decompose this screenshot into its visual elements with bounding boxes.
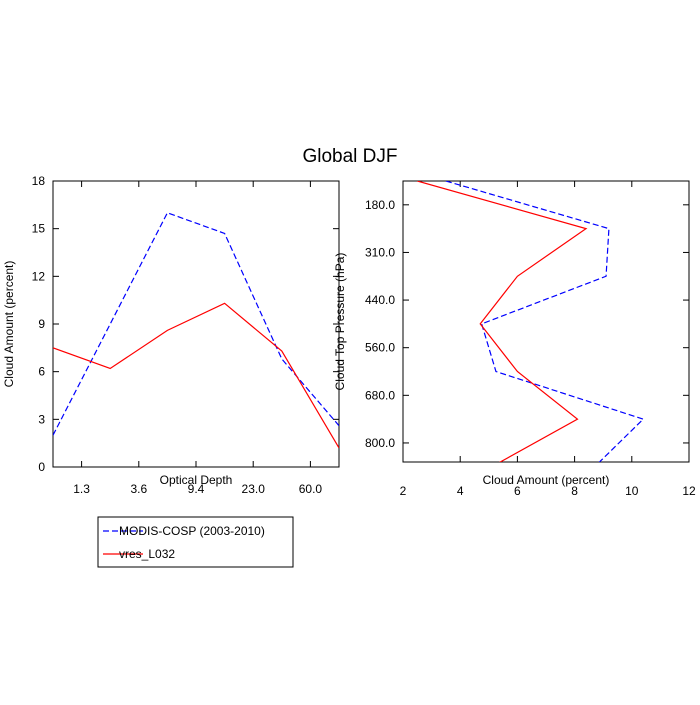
chart-title: Global DJF [302,146,397,167]
y-axis-label: Cloud Top Pressure (hPa) [333,253,347,391]
x-axis-label: Cloud Amount (percent) [483,473,610,487]
y-axis-label: Cloud Amount (percent) [2,261,16,388]
y-tick-label: 180.0 [365,198,395,212]
y-tick-label: 6 [38,365,45,379]
y-tick-label: 9 [38,317,45,331]
y-tick-label: 680.0 [365,388,395,402]
series-line [417,181,588,462]
x-tick-label: 10 [625,484,639,498]
legend-label: vres_L032 [119,547,175,561]
y-tick-label: 800.0 [365,436,395,450]
y-tick-label: 560.0 [365,341,395,355]
y-tick-label: 440.0 [365,293,395,307]
y-tick-label: 0 [38,460,45,474]
x-tick-label: 4 [457,484,464,498]
plot-area [417,181,645,462]
x-tick-label: 60.0 [299,482,323,496]
y-tick-label: 3 [38,412,45,426]
x-tick-label: 23.0 [242,482,266,496]
x-tick-label: 9.4 [188,482,205,496]
x-tick-label: 3.6 [130,482,147,496]
legend-box [97,516,294,568]
plot-frame [402,180,690,463]
x-axis-label: Optical Depth [160,473,233,487]
y-tick-label: 15 [32,222,46,236]
x-tick-label: 1.3 [73,482,90,496]
series-line [53,212,339,436]
y-tick-label: 18 [32,174,46,188]
y-tick-label: 12 [32,269,46,283]
x-tick-label: 6 [514,484,521,498]
series-line [53,302,339,449]
y-tick-label: 310.0 [365,245,395,259]
x-tick-label: 8 [571,484,578,498]
plot-frame [52,180,340,468]
series-line [445,181,645,462]
plot-area [53,212,339,449]
x-tick-label: 2 [400,484,407,498]
x-tick-label: 12 [682,484,696,498]
legend-label: MODIS-COSP (2003-2010) [119,524,265,538]
